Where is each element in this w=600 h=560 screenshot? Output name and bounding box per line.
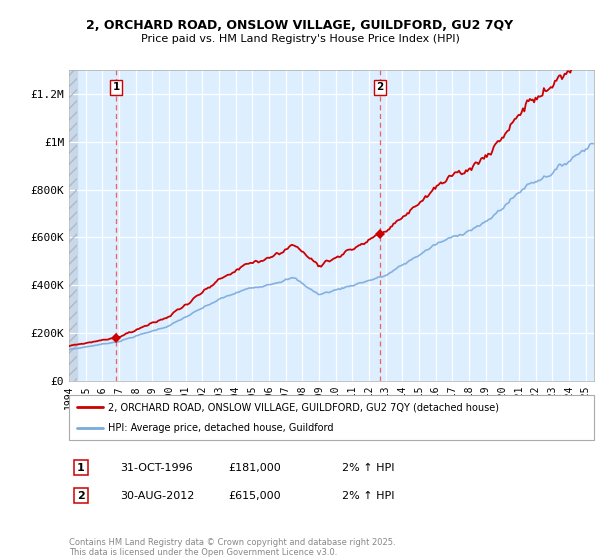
Text: 1: 1 [77,463,85,473]
Text: 2% ↑ HPI: 2% ↑ HPI [342,463,395,473]
FancyBboxPatch shape [69,395,594,440]
Text: 2: 2 [377,82,384,92]
Text: 1: 1 [113,82,120,92]
Bar [61,70,77,381]
Bar [61,70,77,381]
Text: 2, ORCHARD ROAD, ONSLOW VILLAGE, GUILDFORD, GU2 7QY: 2, ORCHARD ROAD, ONSLOW VILLAGE, GUILDFO… [86,18,514,32]
Text: Contains HM Land Registry data © Crown copyright and database right 2025.
This d: Contains HM Land Registry data © Crown c… [69,538,395,557]
Text: 31-OCT-1996: 31-OCT-1996 [120,463,193,473]
Text: £181,000: £181,000 [228,463,281,473]
Text: 30-AUG-2012: 30-AUG-2012 [120,491,194,501]
Text: £615,000: £615,000 [228,491,281,501]
Text: 2: 2 [77,491,85,501]
Text: HPI: Average price, detached house, Guildford: HPI: Average price, detached house, Guil… [109,423,334,433]
Text: 2, ORCHARD ROAD, ONSLOW VILLAGE, GUILDFORD, GU2 7QY (detached house): 2, ORCHARD ROAD, ONSLOW VILLAGE, GUILDFO… [109,402,499,412]
Text: 2% ↑ HPI: 2% ↑ HPI [342,491,395,501]
Text: Price paid vs. HM Land Registry's House Price Index (HPI): Price paid vs. HM Land Registry's House … [140,34,460,44]
